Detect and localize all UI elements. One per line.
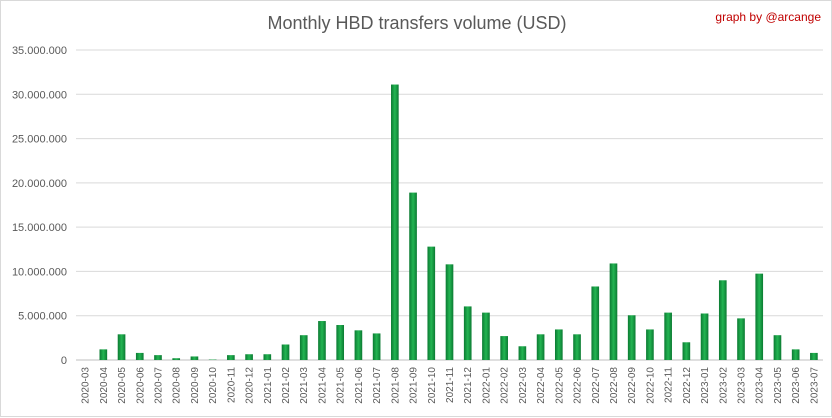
- x-tick-label: 2022-11: [664, 367, 675, 403]
- x-tick-label: 2020-06: [135, 367, 146, 404]
- bar-2023-07: [810, 353, 818, 360]
- bar-2022-11: [664, 313, 672, 360]
- x-tick-label: 2020-10: [208, 367, 219, 404]
- x-tick-label: 2023-05: [773, 367, 784, 404]
- bar-2020-05: [118, 334, 126, 360]
- y-tick-label: 25.000.000: [12, 134, 67, 146]
- bar-2021-12: [464, 306, 472, 360]
- y-tick-label: 30.000.000: [12, 89, 67, 101]
- x-tick-label: 2020-05: [117, 367, 128, 404]
- bar-2021-10: [427, 247, 435, 360]
- bar-2020-06: [136, 353, 144, 360]
- x-tick-label: 2022-09: [627, 367, 638, 404]
- bar-2022-05: [555, 329, 563, 360]
- x-tick-label: 2020-09: [190, 367, 201, 404]
- bar-2021-03: [300, 335, 308, 360]
- x-tick-label: 2022-03: [518, 367, 529, 404]
- bar-2022-04: [537, 334, 545, 360]
- bar-2021-04: [318, 321, 326, 360]
- y-tick-label: 15.000.000: [12, 222, 67, 234]
- bar-2020-07: [154, 355, 162, 360]
- x-tick-label: 2023-07: [809, 367, 820, 404]
- x-tick-label: 2021-11: [445, 367, 456, 403]
- x-tick-label: 2021-02: [281, 367, 292, 404]
- x-tick-label: 2022-02: [500, 367, 511, 404]
- bar-2020-04: [100, 349, 108, 360]
- bar-2021-01: [263, 354, 271, 360]
- x-tick-label: 2021-01: [263, 367, 274, 404]
- y-tick-label: 0: [61, 355, 67, 367]
- bar-2022-10: [646, 329, 654, 360]
- x-tick-label: 2023-06: [791, 367, 802, 404]
- x-tick-label: 2022-12: [682, 367, 693, 404]
- bar-2020-11: [227, 355, 235, 360]
- x-tick-label: 2022-10: [645, 367, 656, 404]
- bar-2022-03: [519, 346, 527, 360]
- bar-2020-12: [245, 354, 253, 360]
- bar-2023-01: [701, 314, 709, 361]
- x-tick-label: 2023-02: [718, 367, 729, 404]
- bar-2021-09: [409, 193, 417, 360]
- y-axis: 0 5.000.000 10.000.000 15.000.000 20.000.000…: [12, 45, 67, 367]
- x-tick-label: 2021-10: [427, 367, 438, 404]
- y-tick-label: 5.000.000: [18, 311, 67, 323]
- bar-2021-05: [336, 325, 344, 360]
- bar-2022-12: [683, 342, 691, 360]
- x-tick-label: 2020-03: [81, 367, 92, 404]
- bar-2022-01: [482, 313, 490, 360]
- x-tick-label: 2022-01: [481, 367, 492, 404]
- bar-2022-02: [500, 336, 508, 360]
- x-tick-label: 2022-05: [554, 367, 565, 404]
- x-tick-label: 2023-03: [737, 367, 748, 404]
- bar-2021-07: [373, 333, 381, 360]
- x-tick-label: 2020-07: [153, 367, 164, 404]
- x-tick-label: 2021-05: [336, 367, 347, 404]
- x-tick-label: 2021-03: [299, 367, 310, 404]
- bar-2022-06: [573, 334, 581, 360]
- bar-2021-08: [391, 85, 399, 360]
- x-tick-label: 2022-06: [573, 367, 584, 404]
- x-tick-label: 2022-04: [536, 367, 547, 404]
- x-tick-label: 2020-11: [226, 367, 237, 403]
- x-tick-label: 2021-12: [463, 367, 474, 404]
- bar-2021-06: [355, 330, 363, 360]
- x-tick-label: 2021-09: [409, 367, 420, 404]
- bar-2021-02: [282, 345, 290, 361]
- x-tick-label: 2020-12: [245, 367, 256, 404]
- bar-2023-04: [755, 274, 763, 360]
- x-tick-label: 2021-07: [372, 367, 383, 404]
- x-tick-label: 2023-04: [755, 367, 766, 404]
- bar-2022-07: [591, 286, 599, 360]
- y-tick-label: 10.000.000: [12, 266, 67, 278]
- bar-2020-08: [172, 358, 180, 360]
- x-tick-label: 2020-08: [172, 367, 183, 404]
- x-tick-label: 2023-01: [700, 367, 711, 404]
- bar-2023-02: [719, 280, 727, 360]
- x-tick-label: 2022-07: [591, 367, 602, 404]
- bars: [100, 85, 818, 360]
- y-tick-label: 20.000.000: [12, 178, 67, 190]
- bar-2022-08: [610, 263, 618, 360]
- x-tick-label: 2021-04: [317, 367, 328, 404]
- bar-2020-09: [191, 356, 199, 360]
- x-tick-label: 2022-08: [609, 367, 620, 404]
- bar-2023-06: [792, 349, 800, 360]
- x-tick-label: 2020-04: [99, 367, 110, 404]
- y-tick-label: 35.000.000: [12, 45, 67, 57]
- x-axis: 2020-03 2020-04 2020-05 2020-06 2020-07 2020-…: [81, 367, 821, 404]
- x-tick-label: 2021-08: [390, 367, 401, 404]
- x-tick-label: 2021-06: [354, 367, 365, 404]
- bar-2023-03: [737, 318, 745, 360]
- bar-2021-11: [446, 264, 454, 360]
- bar-2022-09: [628, 315, 636, 360]
- bar-2023-05: [774, 335, 782, 360]
